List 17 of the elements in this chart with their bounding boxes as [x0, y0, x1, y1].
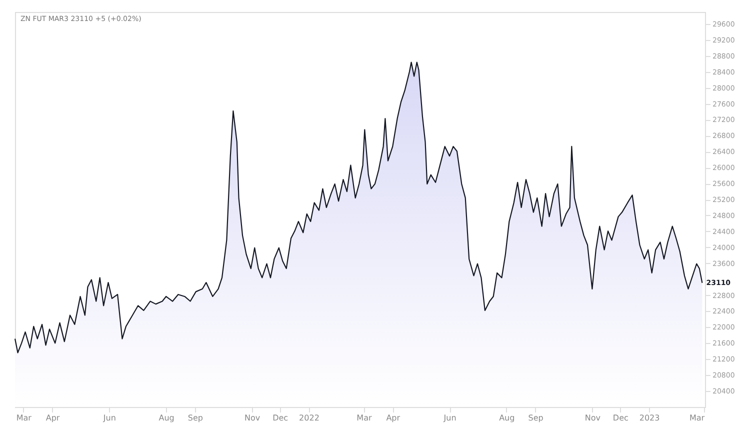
x-tick-label: Nov — [244, 414, 260, 422]
x-tick-label: Aug — [499, 414, 515, 422]
x-tick-label: Sep — [188, 414, 203, 422]
x-tick-label: Apr — [386, 414, 401, 422]
x-tick-label: Sep — [528, 414, 544, 422]
x-tick-label: 2023 — [639, 414, 660, 422]
x-tick-label: Dec — [272, 414, 288, 422]
x-tick-label: Nov — [584, 414, 601, 422]
x-tick-label: Jun — [102, 414, 116, 422]
x-tick-label: Aug — [158, 414, 174, 422]
x-tick-label: Apr — [46, 414, 60, 422]
x-tick-label: Mar — [356, 414, 372, 422]
x-tick-label: Jun — [442, 414, 456, 422]
x-tick-label: 2022 — [299, 414, 320, 422]
x-tick-label: Dec — [612, 414, 628, 422]
x-tick-label: Mar — [689, 414, 706, 422]
x-tick-label: Mar — [16, 414, 32, 422]
